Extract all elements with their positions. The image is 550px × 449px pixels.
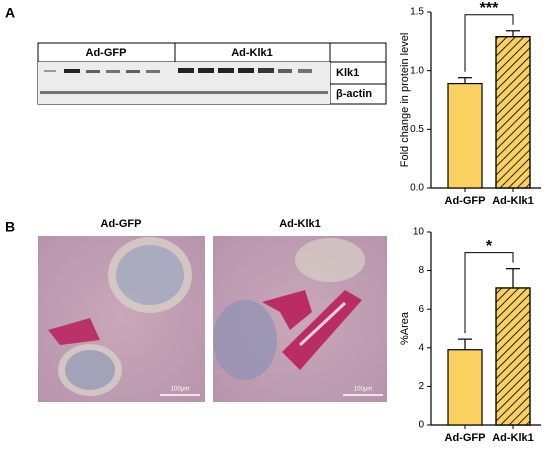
y-tick-label: 1.0 [410,65,424,76]
significance-bracket [464,14,514,72]
y-tick-label: 8 [418,265,424,276]
y-axis-label: %Area [399,311,411,345]
y-axis-label: Fold change in protein level [399,33,411,168]
y-tick-label: 10 [413,227,425,238]
blot-row-label: β-actin [336,88,372,100]
blot-group-label: Ad-Klk1 [231,47,273,59]
histology-image: 100μm [213,236,387,402]
y-tick-label: 6 [418,304,424,315]
western-blot: Ad-GFP Ad-Klk1 Klk1 β-actin [37,42,387,105]
significance-label: * [486,238,493,255]
histology-image: 100μm [38,236,205,402]
panel-label: B [5,219,15,235]
bar [447,349,483,426]
scale-bar-label: 100μm [354,387,372,393]
significance-label: *** [480,0,499,17]
image-title: Ad-Klk1 [279,218,321,230]
panel-label: A [5,5,15,21]
bar-hatch [495,287,531,426]
x-tick-label: Ad-Klk1 [492,195,534,207]
y-tick-label: 0.0 [410,183,424,194]
y-tick-label: 0.5 [410,124,424,135]
x-tick-label: Ad-GFP [445,195,486,207]
scale-bar-label: 100μm [171,387,189,393]
blot-group-label: Ad-GFP [86,47,127,59]
x-tick-label: Ad-Klk1 [492,432,534,444]
bar [447,82,483,189]
bar-hatch [495,36,531,189]
y-tick-label: 4 [418,342,424,353]
y-tick-label: 2 [418,381,424,392]
blot-row-label: Klk1 [336,67,359,79]
significance-bracket [464,252,514,334]
image-title: Ad-GFP [101,218,142,230]
x-tick-label: Ad-GFP [445,432,486,444]
y-tick-label: 1.5 [410,7,424,18]
y-tick-label: 0 [418,420,424,431]
